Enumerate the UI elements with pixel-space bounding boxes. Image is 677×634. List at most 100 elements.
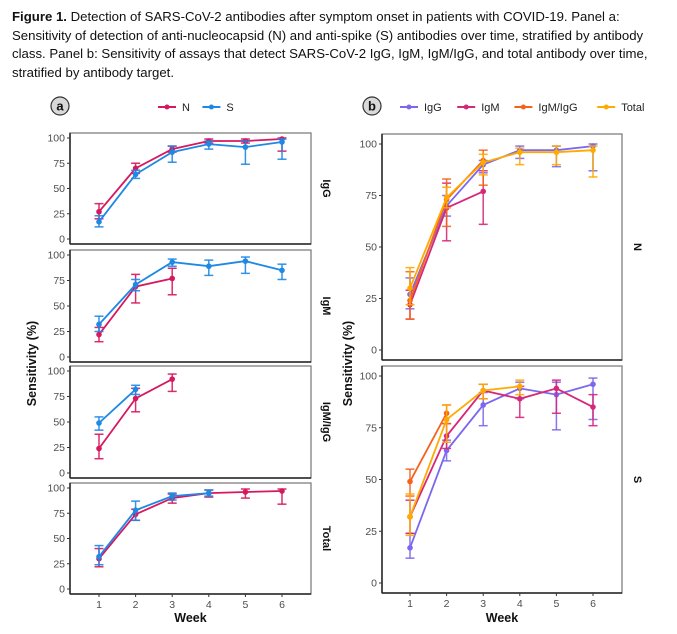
data-point	[169, 493, 175, 499]
data-point	[169, 376, 175, 382]
x-tick-label: 1	[407, 598, 413, 610]
data-point	[590, 404, 596, 410]
data-point	[132, 386, 139, 393]
series-s	[94, 138, 287, 228]
figure-caption: Figure 1. Detection of SARS-CoV-2 antibo…	[12, 8, 667, 82]
data-point	[96, 420, 102, 426]
y-tick-label: 0	[59, 352, 65, 364]
legend-marker	[603, 104, 609, 110]
y-tick-label: 50	[365, 242, 377, 254]
legend-label: IgM/IgG	[538, 102, 577, 114]
y-tick-label: 25	[53, 326, 65, 338]
y-axis-title: Sensitivity (%)	[25, 321, 39, 406]
legend-label: Total	[621, 102, 644, 114]
data-point	[590, 381, 596, 388]
data-point	[242, 489, 249, 495]
x-tick-label: 4	[206, 599, 212, 611]
data-point	[132, 281, 139, 288]
data-point	[480, 387, 487, 394]
data-point	[279, 139, 285, 145]
x-tick-label: 3	[169, 599, 175, 611]
panel-letter-badge: a	[50, 96, 70, 116]
y-tick-label: 25	[365, 526, 377, 538]
caption-text: Detection of SARS-CoV-2 antibodies after…	[12, 9, 648, 80]
legend: IgG IgM IgM/IgG Total	[400, 102, 644, 114]
y-tick-label: 100	[47, 366, 65, 378]
x-tick-label: 5	[553, 598, 559, 610]
data-point	[242, 144, 249, 150]
data-point	[443, 194, 450, 201]
facet-frame	[69, 249, 312, 363]
y-tick-label: 0	[59, 468, 65, 480]
facet-strip-label: IgM	[320, 297, 332, 316]
legend-marker	[520, 104, 526, 110]
series-line	[409, 383, 594, 549]
series-line	[409, 412, 448, 483]
legend-item-igm-igg: IgM/IgG	[514, 102, 578, 114]
panel-letter: b	[368, 99, 376, 114]
legend-label: IgG	[424, 102, 442, 114]
data-point	[279, 267, 285, 274]
y-tick-label: 50	[53, 183, 65, 195]
data-point	[517, 395, 523, 402]
data-point	[96, 208, 102, 215]
data-point	[279, 488, 285, 494]
facet-igm-igg: 0 25 50 75 100 IgM/IgG	[47, 365, 332, 480]
y-axis-title: Sensitivity (%)	[341, 321, 355, 406]
panel-b: b IgG IgM IgM/IgG Total Sensitivity (%) Week 0 2…	[341, 96, 644, 625]
y-tick-label: 100	[47, 483, 65, 495]
data-point	[553, 149, 560, 156]
x-tick-label: 5	[242, 599, 248, 611]
data-point	[443, 416, 450, 423]
error-bar	[442, 404, 452, 443]
data-point	[517, 149, 523, 156]
series-line	[409, 149, 594, 289]
y-tick-label: 75	[53, 391, 65, 403]
y-tick-label: 75	[53, 508, 65, 520]
data-point	[480, 188, 487, 195]
y-tick-label: 0	[59, 584, 65, 596]
facet-strip-label: IgM/IgG	[320, 402, 332, 442]
facet-igm: 0 25 50 75 100 IgM	[47, 249, 332, 364]
data-point	[169, 149, 175, 155]
y-tick-label: 50	[365, 474, 377, 486]
facet-frame	[69, 132, 312, 245]
facet-frame	[69, 365, 312, 479]
data-point	[553, 385, 560, 392]
facet-s: 0 25 50 75 100 S 1 2 3 4 5 6	[359, 365, 643, 610]
x-tick-label: 3	[480, 598, 486, 610]
series-s	[94, 489, 214, 566]
facet-frame	[381, 365, 623, 594]
y-tick-label: 75	[365, 190, 377, 202]
series-line	[98, 141, 283, 223]
series-s	[94, 384, 141, 431]
panel-letter-circle	[50, 96, 70, 116]
y-tick-label: 0	[371, 578, 377, 590]
series-line	[98, 260, 283, 326]
legend-marker	[406, 104, 412, 110]
legend-item-total: Total	[597, 102, 644, 114]
data-point	[407, 478, 413, 485]
x-tick-label: 4	[517, 598, 523, 610]
series-line	[409, 385, 520, 518]
data-point	[206, 263, 212, 270]
data-point	[206, 490, 212, 496]
facet-strip-label: IgG	[320, 179, 332, 197]
legend-item-igm: IgM	[457, 102, 500, 114]
legend-label: IgM	[481, 102, 499, 114]
figure-label: Figure 1.	[12, 9, 67, 24]
data-point	[132, 507, 139, 514]
y-tick-label: 100	[359, 371, 377, 383]
legend-label: N	[182, 102, 190, 114]
data-point	[169, 259, 175, 265]
error-bar	[167, 267, 177, 296]
data-point	[407, 513, 413, 520]
facet-total: 0 25 50 75 100 Total 1 2 3 4 5 6	[47, 482, 332, 611]
legend-marker	[164, 104, 170, 110]
facet-n: 0 25 50 75 100 N	[359, 133, 643, 361]
panel-letter-badge: b	[362, 96, 382, 116]
data-point	[242, 258, 249, 264]
legend-marker	[463, 104, 469, 110]
x-axis-title: Week	[486, 611, 518, 625]
